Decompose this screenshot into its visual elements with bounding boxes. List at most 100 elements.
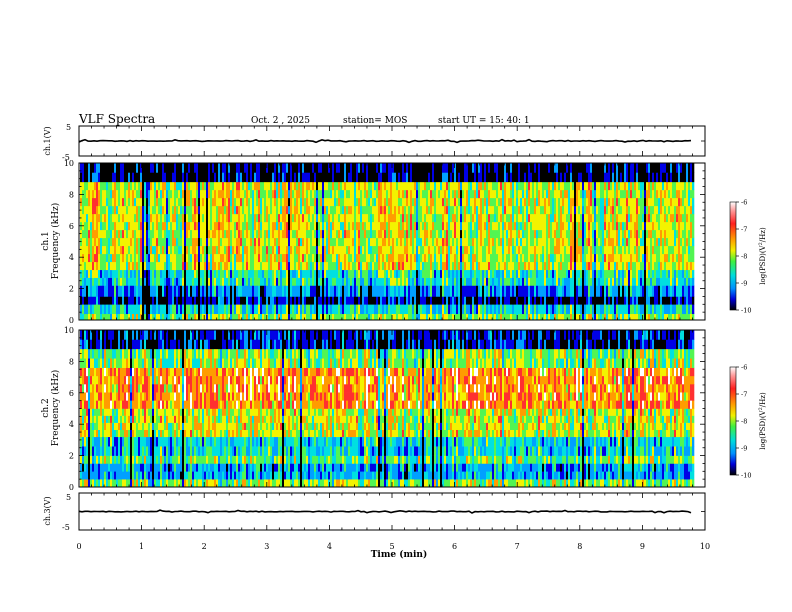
spectrogram-cell xyxy=(232,261,235,271)
spectrogram-cell xyxy=(316,269,319,278)
spectrogram-cell xyxy=(556,285,559,297)
spectrogram-cell xyxy=(446,313,449,321)
spectrogram-cell xyxy=(552,205,555,215)
spectrogram-cell xyxy=(238,213,241,223)
spectrogram-cell xyxy=(338,181,341,191)
spectrogram-cell xyxy=(132,313,135,321)
spectrogram-cell xyxy=(190,285,193,297)
spectrogram-cell xyxy=(188,269,191,278)
spectrogram-cell xyxy=(358,237,361,247)
spectrogram-cell xyxy=(444,172,447,183)
spectrogram-cell xyxy=(202,237,205,247)
spectrogram-cell xyxy=(588,163,591,173)
spectrogram-cell xyxy=(192,304,195,315)
spectrogram-cell xyxy=(444,296,447,305)
spectrogram-cell xyxy=(210,285,213,297)
spectrogram-cell xyxy=(348,189,351,199)
spectrogram-cell xyxy=(380,296,383,305)
spectrogram-cell xyxy=(82,205,85,215)
spectrogram-cell xyxy=(208,313,211,321)
spectrogram-cell xyxy=(100,237,103,247)
spectrogram-cell xyxy=(192,253,195,263)
spectrogram-cell xyxy=(224,221,227,231)
spectrogram-cell xyxy=(404,277,407,286)
spectrogram-cell xyxy=(446,296,449,305)
spectrogram-cell xyxy=(218,269,221,278)
spectrogram-cell xyxy=(282,221,285,231)
spectrogram-cell xyxy=(294,213,297,223)
spectrogram-cell xyxy=(476,237,479,247)
spectrogram-cell xyxy=(562,221,565,231)
spectrogram-cell xyxy=(218,205,221,215)
spectrogram-cell xyxy=(574,237,577,247)
spectrogram-cell xyxy=(178,229,181,239)
spectrogram-cell xyxy=(356,189,359,199)
spectrogram-cell xyxy=(544,229,547,239)
spectrogram-cell xyxy=(344,269,347,278)
spectrogram-cell xyxy=(402,253,405,263)
spectrogram-cell xyxy=(304,304,307,315)
spectrogram-cell xyxy=(436,285,439,297)
spectrogram-cell xyxy=(302,304,305,315)
spectrogram-cell xyxy=(522,313,525,321)
spectrogram-cell xyxy=(528,213,531,223)
spectrogram-cell xyxy=(540,197,543,207)
spectrogram-cell xyxy=(462,269,465,278)
spectrogram-cell xyxy=(414,237,417,247)
spectrogram-cell xyxy=(496,237,499,247)
spectrogram-cell xyxy=(542,285,545,297)
spectrogram-cell xyxy=(452,221,455,231)
spectrogram-cell xyxy=(102,189,105,199)
spectrogram-cell xyxy=(256,261,259,271)
spectrogram-cell xyxy=(582,163,585,173)
spectrogram-cell xyxy=(386,172,389,183)
spectrogram-cell xyxy=(338,197,341,207)
spectrogram-cell xyxy=(178,296,181,305)
spectrogram-cell xyxy=(376,237,379,247)
spectrogram-cell xyxy=(418,296,421,305)
spectrogram-cell xyxy=(94,304,97,315)
spectrogram-cell xyxy=(378,296,381,305)
spectrogram-cell xyxy=(480,229,483,239)
spectrogram-cell xyxy=(280,285,283,297)
spectrogram-cell xyxy=(438,304,441,315)
spectrogram-cell xyxy=(216,253,219,263)
spectrogram-cell xyxy=(194,261,197,271)
spectrogram-cell xyxy=(484,269,487,278)
spectrogram-cell xyxy=(128,229,131,239)
spectrogram-cell xyxy=(400,229,403,239)
spectrogram-cell xyxy=(590,237,593,247)
spectrogram-cell xyxy=(564,285,567,297)
spectrogram-cell xyxy=(390,181,393,191)
spectrogram-cell xyxy=(212,304,215,315)
spectrogram-cell xyxy=(472,221,475,231)
spectrogram-cell xyxy=(324,181,327,191)
spectrogram-cell xyxy=(356,172,359,183)
spectrogram-cell xyxy=(374,304,377,315)
spectrogram-cell xyxy=(110,213,113,223)
spectrogram-cell xyxy=(274,277,277,286)
spectrogram-cell xyxy=(142,285,145,297)
spectrogram-cell xyxy=(398,205,401,215)
spectrogram-cell xyxy=(284,277,287,286)
spectrogram-cell xyxy=(174,253,177,263)
spectrogram-cell xyxy=(238,221,241,231)
spectrogram-cell xyxy=(524,163,527,173)
spectrogram-cell xyxy=(282,163,285,173)
spectrogram-cell xyxy=(306,205,309,215)
spectrogram-cell xyxy=(374,277,377,286)
spectrogram-cell xyxy=(176,261,179,271)
spectrogram-cell xyxy=(348,197,351,207)
spectrogram-cell xyxy=(572,229,575,239)
spectrogram-cell xyxy=(448,221,451,231)
spectrogram-cell xyxy=(152,213,155,223)
spectrogram-cell xyxy=(162,313,165,321)
spectrogram-cell xyxy=(358,261,361,271)
spectrogram-cell xyxy=(462,205,465,215)
spectrogram-cell xyxy=(394,285,397,297)
spectrogram-cell xyxy=(188,277,191,286)
spectrogram-cell xyxy=(550,213,553,223)
spectrogram-cell xyxy=(370,245,373,255)
spectrogram-cell xyxy=(510,313,513,321)
spectrogram-cell xyxy=(136,285,139,297)
